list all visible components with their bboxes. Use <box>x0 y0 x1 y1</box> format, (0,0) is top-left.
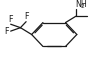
Text: F: F <box>24 12 29 21</box>
Text: F: F <box>8 15 12 24</box>
Text: NH: NH <box>75 0 86 9</box>
Text: F: F <box>4 27 8 36</box>
Text: 2: 2 <box>80 4 83 9</box>
